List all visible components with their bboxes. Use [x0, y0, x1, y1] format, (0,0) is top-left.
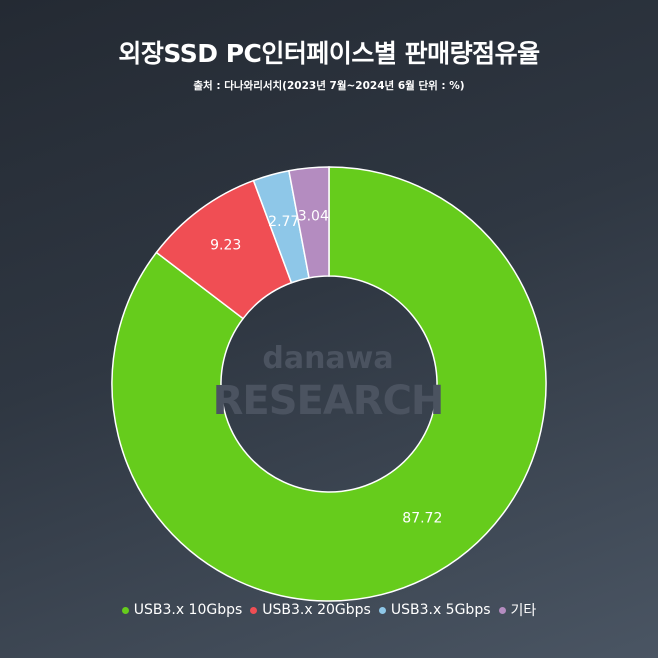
chart-legend: USB3.x 10Gbps USB3.x 20Gbps USB3.x 5Gbps 기타 [0, 600, 658, 620]
legend-item-usb-5gbps: USB3.x 5Gbps [378, 600, 491, 620]
slice-usb-10gbps [111, 166, 547, 602]
chart-slices [111, 166, 547, 602]
value-label-usb-20gbps: 9.23 [210, 237, 241, 253]
value-label-usb-5gbps: 2.77 [268, 214, 299, 230]
legend-item-usb-20gbps: USB3.x 20Gbps [250, 600, 371, 620]
legend-swatch [250, 606, 258, 614]
value-label-usb-10gbps: 87.72 [402, 510, 442, 526]
legend-label: USB3.x 20Gbps [262, 602, 371, 618]
value-label-other: 3.04 [298, 208, 329, 224]
watermark-research: RESEARCH [213, 378, 444, 424]
legend-item-usb-10gbps: USB3.x 10Gbps [121, 600, 243, 620]
legend-swatch [498, 606, 506, 614]
legend-swatch [378, 606, 386, 614]
slice-other [288, 166, 330, 279]
legend-label: USB3.x 10Gbps [133, 602, 243, 618]
watermark-danawa: danawa [262, 341, 393, 376]
chart-subtitle: 출처 : 다나와리서치(2023년 7월~2024년 6월 단위 : %) [193, 80, 465, 92]
legend-item-other: 기타 [498, 600, 537, 620]
legend-label: 기타 [510, 603, 537, 619]
chart-value-labels: 87.72 9.23 2.773.04 [210, 208, 442, 526]
legend-swatch [121, 606, 129, 614]
chart-title: 외장SSD PC인터페이스별 판매량점유율 [118, 39, 540, 68]
legend-label: USB3.x 5Gbps [390, 602, 491, 618]
